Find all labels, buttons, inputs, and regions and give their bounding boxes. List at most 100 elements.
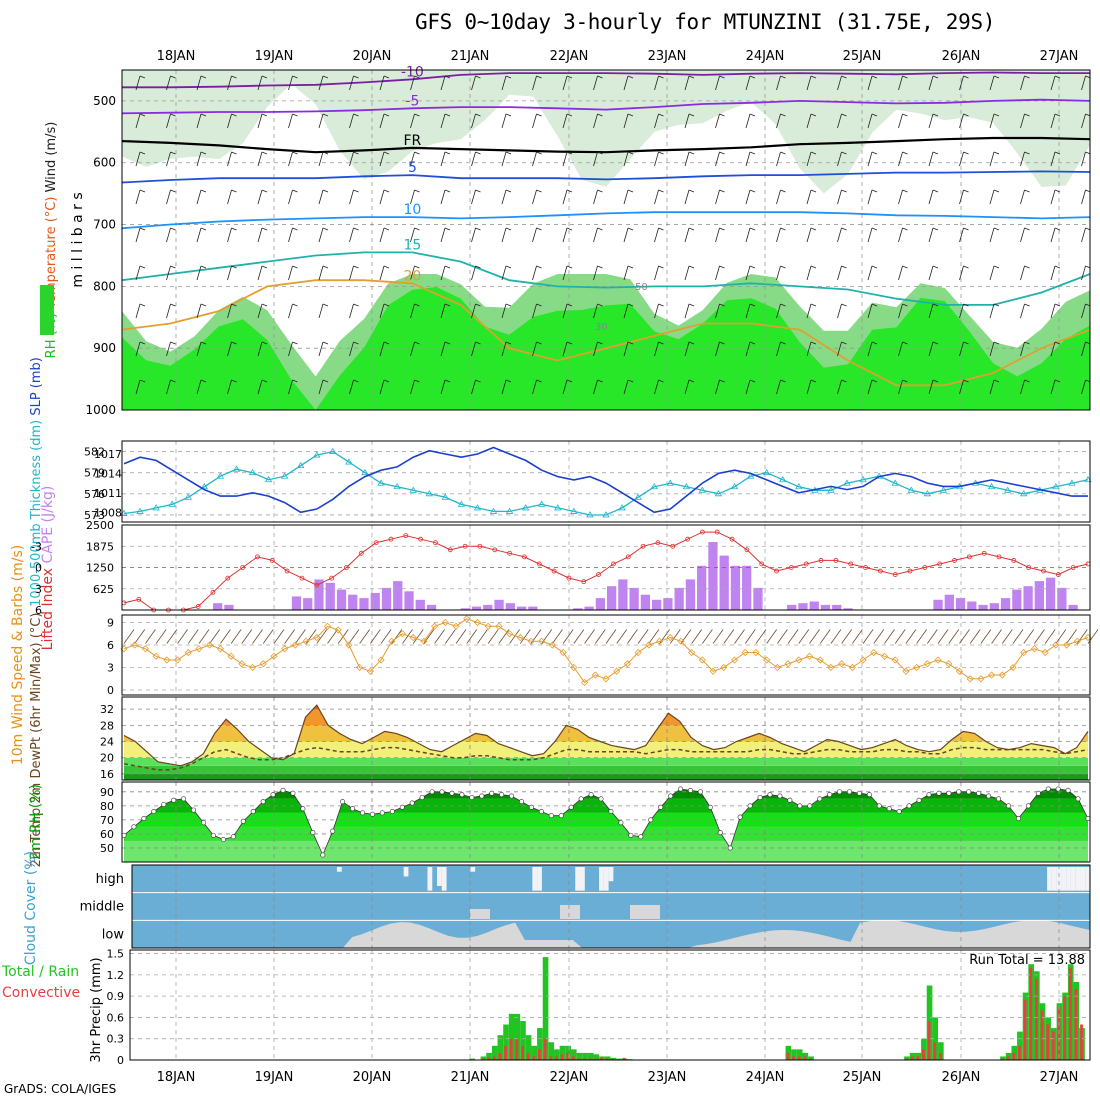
wind-speed-marker — [527, 637, 535, 645]
wind-barb — [745, 341, 751, 357]
wind-barb — [410, 303, 415, 319]
y-tick-label: 579 — [84, 467, 105, 480]
wind-barb — [745, 189, 751, 205]
wind-barb — [536, 341, 542, 345]
lifted-index-marker — [522, 554, 527, 560]
wind-barb — [691, 629, 703, 644]
wind-barb — [379, 151, 385, 167]
y-tick-label: 3 — [35, 583, 42, 596]
wind-barb — [166, 189, 171, 205]
wind-barb — [257, 379, 263, 395]
wind-barb — [745, 227, 751, 243]
wind-barb — [562, 151, 568, 167]
wind-barb — [440, 265, 446, 281]
cape-bar — [224, 604, 234, 610]
thickness-marker — [746, 472, 755, 479]
wind-barb — [989, 227, 995, 243]
wind-barb — [819, 629, 831, 644]
wind-speed-marker — [570, 663, 578, 672]
lifted-index-marker — [640, 543, 646, 549]
wind-barb — [780, 189, 786, 193]
wind-barb — [623, 227, 629, 243]
wind-barb — [898, 151, 903, 167]
lifted-index-marker — [255, 554, 260, 560]
precip-convective-bar — [532, 1056, 536, 1060]
thickness-marker — [570, 507, 578, 514]
wind-barb — [410, 75, 415, 91]
temperature-contour — [121, 170, 1091, 184]
wind-barb — [719, 227, 725, 231]
wind-barb — [196, 113, 202, 129]
wind-barb — [959, 341, 964, 357]
thickness-marker — [313, 451, 321, 458]
wind-barb — [959, 265, 964, 281]
rh-marker — [171, 797, 177, 803]
wind-barb — [200, 379, 207, 383]
wind-barb — [932, 75, 939, 79]
wind-barb — [637, 629, 649, 644]
wind-barb — [170, 227, 176, 231]
rh-marker — [906, 803, 912, 809]
wind-barb — [139, 189, 146, 193]
wind-barb — [593, 75, 598, 91]
wind-barb — [867, 303, 873, 319]
precip-total-bar — [604, 1056, 611, 1060]
wind-speed-marker — [634, 648, 642, 657]
cape-bar — [809, 601, 819, 610]
rh-marker — [618, 820, 624, 826]
wind-barb — [749, 265, 756, 269]
wind-barb — [1024, 151, 1030, 155]
rh-marker — [787, 797, 793, 803]
wind-barb — [349, 151, 354, 167]
cloud-row-label: low — [102, 927, 125, 942]
wind-barb — [597, 341, 603, 345]
wind-barb — [391, 629, 403, 644]
rh-marker — [409, 800, 415, 806]
precip-total-bar — [469, 1058, 475, 1060]
rh-marker — [717, 830, 723, 836]
wind-barb — [905, 629, 917, 644]
rh-marker — [131, 824, 137, 830]
rh-band — [124, 840, 1088, 862]
lifted-index-marker — [447, 547, 453, 553]
wind-barb — [806, 379, 812, 395]
wind-barb — [593, 151, 598, 167]
wind-barb — [719, 265, 725, 269]
wind-barb — [135, 379, 141, 395]
wind-barb — [1081, 379, 1086, 395]
wind-barb — [414, 379, 420, 383]
contour-label: -5 — [405, 93, 419, 109]
wind-barb — [809, 629, 820, 644]
lifted-index-marker — [714, 529, 720, 535]
wind-barb — [916, 629, 927, 644]
wind-barb — [993, 75, 1000, 79]
rh-marker — [499, 792, 505, 798]
wind-speed-marker — [463, 615, 471, 623]
wind-barb — [471, 227, 476, 243]
wind-barb — [134, 629, 146, 644]
wind-barb — [166, 265, 171, 281]
rh-marker — [996, 796, 1002, 802]
wind-barb — [898, 265, 903, 281]
cape-bar — [640, 594, 651, 610]
wind-barb — [597, 113, 603, 117]
wind-barb — [552, 629, 563, 644]
wind-speed-marker — [741, 648, 749, 657]
rh-marker — [310, 830, 316, 836]
panel-frame — [129, 949, 1091, 1061]
y-tick-label: 70 — [100, 814, 114, 827]
wind-speed-marker — [677, 637, 685, 645]
wind-barb — [414, 113, 420, 117]
wind-barb — [928, 379, 934, 395]
wind-speed-line — [123, 618, 1089, 684]
rh-marker — [429, 789, 435, 795]
wind-barb — [444, 113, 451, 117]
wind-barb — [780, 113, 786, 117]
lifted-index-marker — [388, 536, 394, 542]
wind-speed-marker — [345, 641, 353, 649]
wind-barb — [288, 379, 293, 395]
wind-speed-marker — [859, 656, 867, 664]
y-tick-label: 0.6 — [107, 1011, 125, 1024]
thickness-marker — [1068, 479, 1076, 486]
